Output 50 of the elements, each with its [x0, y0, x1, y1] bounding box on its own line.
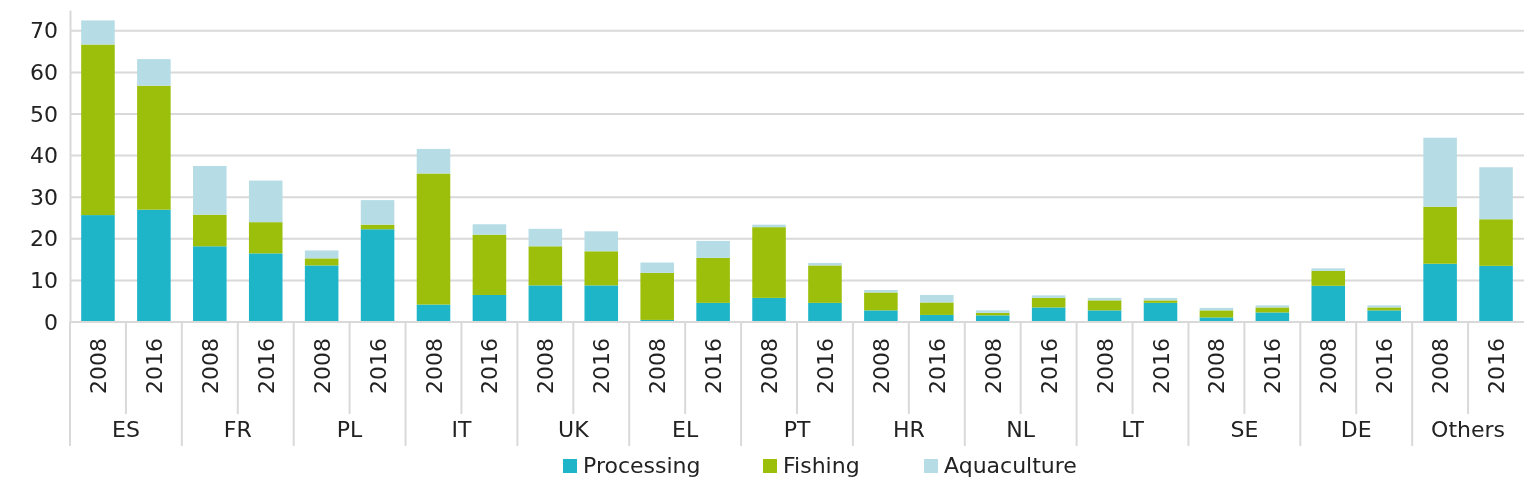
- x-tick-label: 2008: [533, 338, 559, 394]
- y-tick-label: 30: [30, 184, 58, 210]
- text: DE: [1340, 417, 1372, 442]
- x-tick-label: 2008: [421, 338, 447, 394]
- y-tick-label: 0: [44, 309, 58, 335]
- x-tick-label: 2008: [85, 338, 111, 394]
- x-tick-label: 2016: [365, 338, 391, 394]
- text: FR: [223, 417, 252, 442]
- x-tick-label: 2008: [757, 338, 783, 394]
- x-tick-label: 2008: [1092, 338, 1118, 394]
- text: PL: [336, 417, 364, 442]
- y-tick-label: 70: [30, 18, 58, 44]
- x-tick-label: 2016: [477, 338, 503, 394]
- x-tick-label: 2008: [1316, 338, 1342, 394]
- x-tick-label: 2008: [309, 338, 335, 394]
- x-tick-label: 2016: [812, 338, 838, 394]
- text: ES: [111, 417, 140, 442]
- x-tick-label: 2016: [589, 338, 615, 394]
- x-tick-label: 2016: [701, 338, 727, 394]
- x-tick-label: 2008: [197, 338, 223, 394]
- text: EL: [672, 417, 699, 442]
- x-tick-label: 2016: [1484, 338, 1510, 394]
- text: Others: [1431, 417, 1506, 442]
- y-tick-label: 40: [30, 143, 58, 169]
- text: UK: [558, 417, 590, 442]
- y-tick-label: 50: [30, 101, 58, 127]
- x-tick-label: 2016: [1036, 338, 1062, 394]
- x-tick-label: 2008: [868, 338, 894, 394]
- y-tick-label: 20: [30, 226, 58, 252]
- x-tick-label: 2008: [1428, 338, 1454, 394]
- legend-label: Processing: [583, 453, 701, 478]
- x-tick-label: 2016: [924, 338, 950, 394]
- text: NL: [1006, 417, 1036, 442]
- x-tick-label: 2016: [1148, 338, 1174, 394]
- text: IT: [451, 417, 472, 442]
- x-tick-label: 2016: [1372, 338, 1398, 394]
- x-tick-label: 2008: [980, 338, 1006, 394]
- y-tick-label: 60: [30, 59, 58, 85]
- x-tick-label: 2008: [645, 338, 671, 394]
- text: PT: [783, 417, 811, 442]
- x-tick-label: 2016: [253, 338, 279, 394]
- x-tick-label: 2016: [1260, 338, 1286, 394]
- legend-label: Fishing: [783, 453, 860, 478]
- x-tick-label: 2016: [141, 338, 167, 394]
- text: LT: [1121, 417, 1145, 442]
- legend-label: Aquaculture: [944, 453, 1077, 478]
- x-tick-label: 2008: [1204, 338, 1230, 394]
- text: SE: [1230, 417, 1259, 442]
- text: HR: [892, 417, 925, 442]
- y-tick-label: 10: [30, 267, 58, 293]
